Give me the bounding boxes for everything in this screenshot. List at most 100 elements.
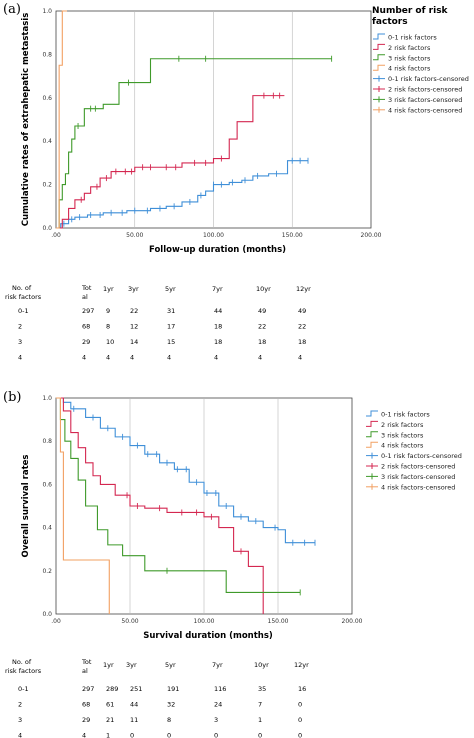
table-a-col-1yr: 1yr: [103, 285, 114, 293]
chart-b-x-axis-label: Survival duration (months): [143, 631, 273, 641]
table-b-cell-2-6: 1: [258, 716, 262, 724]
table-a-cell-3-4: 4: [167, 354, 171, 362]
legend-a: 0-1 risk factors 2 risk factors 3 risk fac…: [373, 33, 469, 114]
table-a-cell-1-0: 2: [18, 323, 22, 331]
table-a-cell-0-2: 9: [106, 307, 110, 315]
chart-b-legend-label-1: 2 risk factors: [381, 421, 424, 429]
chart-a-ytick-3: 0.6: [42, 95, 52, 102]
chart-b-y-axis-label: Overall survival rates: [21, 455, 31, 558]
table-b-col-7yr: 7yr: [212, 661, 223, 669]
chart-b-legend-label-4: 0-1 risk factors-censored: [381, 452, 462, 460]
legend-a-title: Number of risk factors: [372, 6, 451, 27]
table-a-cell-0-6: 49: [258, 307, 266, 315]
table-b-col-12yr: 12yr: [294, 661, 309, 669]
table-b-header: No. of risk factors Tot al 1yr 3yr 5yr 7…: [5, 658, 309, 675]
table-a-col-3yr: 3yr: [128, 285, 139, 293]
chart-a-legend-swatch-2: [373, 54, 385, 61]
table-b-col-5yr: 5yr: [165, 661, 176, 669]
chart-b-legend-label-3: 4 risk factors: [381, 442, 424, 450]
chart-b-ytick-5: 1.0: [42, 395, 52, 402]
chart-b-ytick-0: 0.0: [42, 611, 52, 618]
table-a-cell-0-0: 0-1: [18, 307, 29, 315]
table-b-cell-3-3: 0: [130, 732, 134, 738]
chart-b-xtick-1: 50.00: [121, 618, 138, 625]
table-a-cell-3-6: 4: [258, 354, 262, 362]
table-a-cell-2-4: 15: [167, 338, 175, 346]
table-b-cell-3-7: 0: [298, 732, 302, 738]
chart-b-legend-swatch-2: [366, 431, 378, 438]
chart-a-legend-swatch-0: [373, 33, 385, 40]
chart-a-ytick-2: 0.4: [42, 138, 52, 145]
table-a-cell-3-0: 4: [18, 354, 22, 362]
table-a-cell-1-1: 68: [82, 323, 90, 331]
table-a-cell-2-1: 29: [82, 338, 90, 346]
table-b-cell-1-4: 32: [167, 701, 175, 709]
chart-a-legend-label-0: 0-1 risk factors: [388, 34, 437, 42]
table-a-cell-2-7: 18: [298, 338, 306, 346]
panel-a-label: (a): [3, 2, 21, 17]
table-a-cell-0-7: 49: [298, 307, 306, 315]
table-a-cell-2-2: 10: [106, 338, 114, 346]
table-b-col-1yr: 1yr: [103, 661, 114, 669]
chart-a-series-2-line: [56, 58, 332, 229]
chart-b-xtick-4: 200.00: [342, 618, 363, 625]
table-b-cell-2-7: 0: [298, 716, 302, 724]
table-a-cell-3-7: 4: [298, 354, 302, 362]
chart-a-legend-swatch-1: [373, 43, 385, 50]
table-a-cell-1-3: 12: [130, 323, 138, 331]
table-a-col-factors-1: No. of: [12, 284, 32, 292]
chart-b-legend-label-5: 2 risk factors-censored: [381, 463, 455, 471]
table-b-cell-1-1: 68: [82, 701, 90, 709]
table-b-cell-2-1: 29: [82, 716, 90, 724]
chart-b-legend-swatch-1: [366, 420, 378, 427]
chart-b-legend-swatch-0: [366, 410, 378, 417]
chart-a: .00 50.00 100.00 150.00 200.00 0.0 0.2 0.4 0.6 0.…: [21, 8, 382, 255]
table-a-cell-3-5: 4: [214, 354, 218, 362]
chart-b-legend-label-2: 3 risk factors: [381, 431, 424, 439]
legend-b: 0-1 risk factors 2 risk factors 3 risk fac…: [366, 410, 462, 491]
table-b-cell-0-6: 35: [258, 685, 266, 693]
table-b-cell-3-0: 4: [18, 732, 22, 738]
table-b-cell-2-2: 21: [106, 716, 114, 724]
chart-a-y-axis-label: Cumulative rates of extrahepatic metasta…: [21, 13, 31, 227]
table-a-cell-1-4: 17: [167, 323, 175, 331]
chart-b: .00 50.00 100.00 150.00 200.00 0.0 0.2 0.4 0.6 0.…: [21, 395, 363, 641]
table-a-col-factors-2: risk factors: [5, 293, 42, 301]
chart-a-legend-label-6: 3 risk factors-censored: [388, 96, 462, 104]
chart-b-xtick-2: 100.00: [194, 618, 215, 625]
table-b-col-factors-2: risk factors: [5, 667, 42, 675]
chart-b-ytick-4: 0.8: [42, 438, 52, 445]
chart-b-xtick-0: .00: [51, 618, 61, 625]
table-a-header: No. of risk factors Tot al 1yr 3yr 5yr 7…: [5, 284, 311, 301]
table-b-col-total-2: al: [82, 667, 88, 675]
chart-a-xtick-4: 200.00: [361, 232, 382, 239]
table-a-cell-2-3: 14: [130, 338, 138, 346]
table-a-cell-1-6: 22: [258, 323, 266, 331]
table-b-cell-3-6: 0: [258, 732, 262, 738]
table-a-col-total-2: al: [82, 293, 88, 301]
table-a-col-12yr: 12yr: [296, 285, 311, 293]
table-a-cell-2-0: 3: [18, 338, 22, 346]
chart-a-legend-swatch-3: [373, 64, 385, 71]
table-b-body: 0-1 297 289 251 191 116 35 162 68 61 44 32 24 7 03 29 21…: [18, 685, 306, 738]
table-b-col-10yr: 10yr: [254, 661, 269, 669]
table-b-cell-2-4: 8: [167, 716, 171, 724]
chart-a-legend-label-4: 0-1 risk factors-censored: [388, 75, 469, 83]
table-b-cell-0-2: 289: [106, 685, 118, 693]
chart-a-x-axis-label: Follow-up duration (months): [149, 245, 286, 255]
table-b-cell-1-7: 0: [298, 701, 302, 709]
chart-b-series-1-line: [56, 397, 264, 614]
chart-a-legend-label-1: 2 risk factors: [388, 44, 431, 52]
chart-a-legend-label-5: 2 risk factors-censored: [388, 86, 462, 94]
chart-b-series-3-line: [56, 397, 110, 614]
table-b-cell-1-0: 2: [18, 701, 22, 709]
table-b-cell-1-5: 24: [214, 701, 222, 709]
table-a-cell-0-5: 44: [214, 307, 222, 315]
table-b-cell-2-0: 3: [18, 716, 22, 724]
chart-a-ytick-5: 1.0: [42, 8, 52, 15]
table-a-cell-3-1: 4: [82, 354, 86, 362]
table-a-cell-3-2: 4: [106, 354, 110, 362]
chart-a-ytick-1: 0.2: [42, 182, 52, 189]
chart-a-legend-label-3: 4 risk factors: [388, 65, 431, 73]
table-b-cell-0-7: 16: [298, 685, 306, 693]
